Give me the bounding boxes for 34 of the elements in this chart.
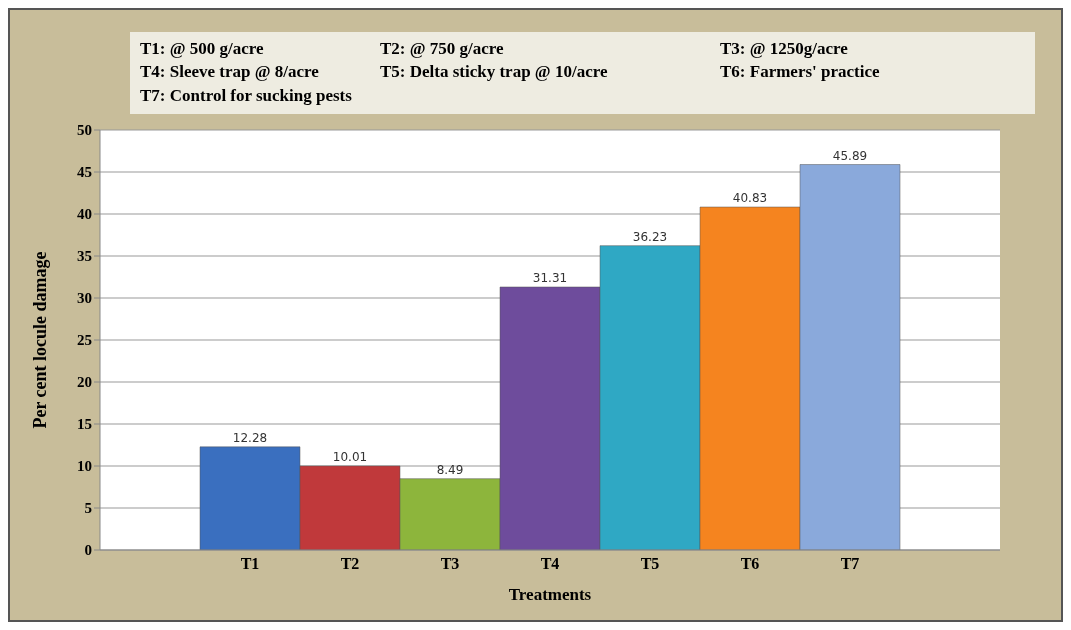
y-axis-title: Per cent locule damage [30, 251, 51, 429]
y-tick-label: 40 [77, 206, 92, 223]
y-tick-label: 50 [77, 122, 92, 139]
text: T3: @ 1250g/acre [720, 38, 849, 60]
data-label: 31.31 [532, 271, 568, 285]
x-axis-title: Treatments [508, 585, 592, 604]
data-label: 45.89 [832, 148, 868, 163]
y-tick-label: 15 [77, 416, 92, 433]
data-label: 8.49 [436, 462, 464, 477]
data-label: 12.28 [232, 430, 268, 445]
y-tick-label: 35 [77, 248, 92, 265]
y-tick-label: 25 [77, 332, 92, 349]
y-tick-label: 0 [84, 542, 92, 559]
x-tick-label: T2 [340, 555, 360, 573]
x-tick-label: T6 [740, 555, 760, 573]
y-tick-label: 5 [84, 500, 92, 517]
data-label: 10.01 [332, 449, 368, 464]
text: T5: Delta sticky trap @ 10/acre [380, 61, 609, 84]
text: T2: @ 750 g/acre [380, 38, 505, 60]
x-tick-label: T4 [540, 555, 560, 573]
data-label: 40.83 [732, 191, 768, 206]
text: T4: Sleeve trap @ 8/acre [140, 61, 320, 84]
text: T1: @ 500 g/acre [140, 38, 265, 60]
x-tick-label: T1 [240, 555, 260, 573]
y-tick-label: 20 [77, 374, 92, 391]
text: T7: Control for sucking pests [140, 84, 353, 107]
y-tick-label: 10 [77, 458, 92, 475]
text: T6: Farmers' practice [720, 61, 881, 84]
x-tick-label: T3 [440, 555, 460, 573]
x-tick-label: T5 [640, 555, 660, 573]
data-label: 36.23 [632, 229, 668, 244]
y-tick-label: 30 [77, 290, 92, 307]
x-tick-label: T7 [840, 555, 860, 573]
y-tick-label: 45 [77, 164, 92, 181]
